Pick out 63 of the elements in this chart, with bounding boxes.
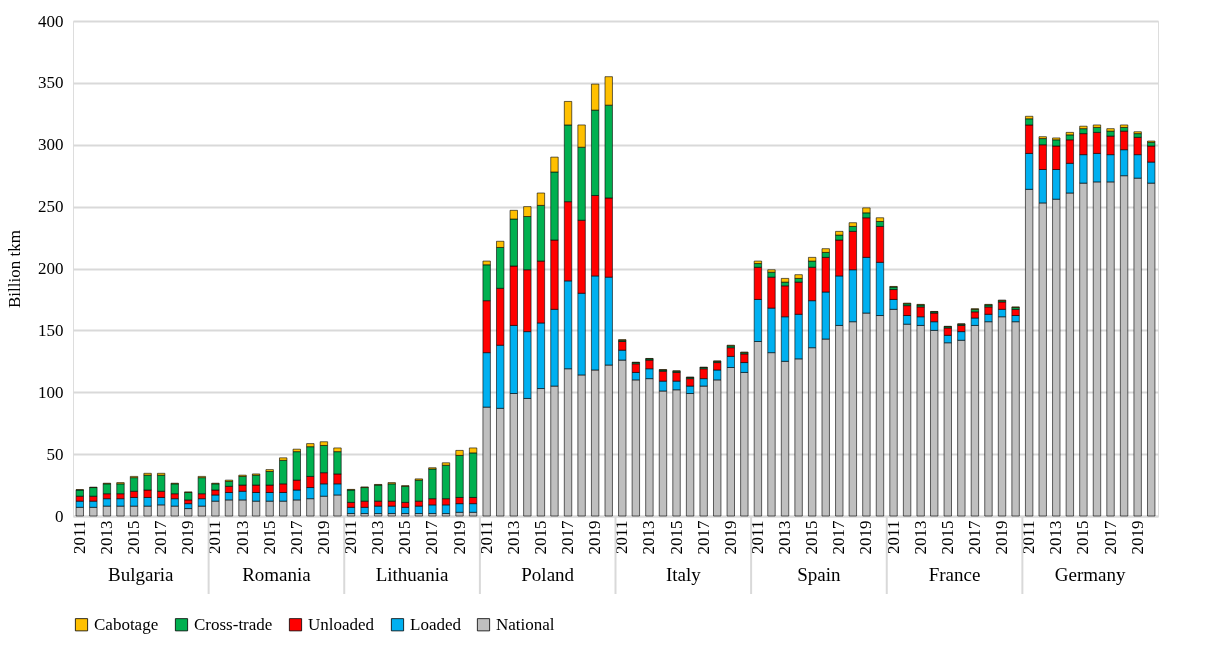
x-tick-label: 2011 <box>205 520 225 554</box>
y-axis-title: Billion tkm <box>5 230 24 308</box>
x-tick-label: 2013 <box>1046 520 1066 555</box>
x-tick-label: 2011 <box>747 520 767 554</box>
y-tick-label: 150 <box>38 320 64 340</box>
x-tick-label: 2019 <box>313 520 333 555</box>
x-tick-label: 2015 <box>124 520 144 555</box>
x-tick-label: 2011 <box>476 520 496 554</box>
x-tick-label: 2013 <box>910 520 930 555</box>
x-tick-label: 2013 <box>775 520 795 555</box>
text: Romania <box>242 564 312 585</box>
x-tick-label: 2017 <box>693 520 713 555</box>
text: Poland <box>521 564 575 585</box>
x-tick-label: 2017 <box>964 520 984 555</box>
text: Spain <box>797 564 842 585</box>
x-tick-label: 2019 <box>992 520 1012 555</box>
x-tick-label: 2015 <box>802 520 822 555</box>
y-tick-label: 250 <box>38 197 64 217</box>
x-tick-label: 2017 <box>558 520 578 555</box>
x-tick-label: 2011 <box>883 520 903 554</box>
x-tick-label: 2015 <box>666 520 686 555</box>
x-tick-label: 2019 <box>178 520 198 555</box>
x-tick-label: 2017 <box>151 520 171 555</box>
y-tick-label: 100 <box>38 382 64 402</box>
text: Germany <box>1054 564 1127 585</box>
y-tick-label: 300 <box>38 135 64 155</box>
x-tick-label: 2015 <box>395 520 415 555</box>
x-tick-label: 2011 <box>612 520 632 554</box>
x-tick-label: 2013 <box>639 520 659 555</box>
x-tick-label: 2013 <box>368 520 388 555</box>
y-tick-label: 200 <box>38 259 64 278</box>
x-tick-label: 2011 <box>1019 520 1039 554</box>
x-tick-label: 2019 <box>720 520 740 555</box>
y-tick-label: 350 <box>38 73 64 93</box>
y-tick-label: 0 <box>55 506 64 526</box>
x-tick-label: 2017 <box>422 520 442 555</box>
x-tick-label: 2013 <box>96 520 116 555</box>
legend-label: Loaded <box>410 614 462 634</box>
text: Italy <box>665 564 702 585</box>
x-tick-label: 2019 <box>585 520 605 555</box>
text: Lithuania <box>375 564 450 585</box>
x-tick-label: 2015 <box>1073 520 1093 555</box>
y-tick-label: 50 <box>46 444 64 464</box>
legend-label: National <box>496 614 555 634</box>
x-tick-label: 2019 <box>1127 520 1147 555</box>
x-tick-label: 2013 <box>232 520 252 555</box>
text: Bulgaria <box>108 564 175 585</box>
x-tick-label: 2015 <box>259 520 279 555</box>
legend-label: Unloaded <box>308 614 375 634</box>
x-tick-label: 2017 <box>829 520 849 555</box>
x-tick-label: 2015 <box>530 520 550 555</box>
y-tick-label: 400 <box>38 11 64 31</box>
x-tick-label: 2015 <box>937 520 957 555</box>
legend-label: Cabotage <box>94 614 159 634</box>
x-tick-label: 2019 <box>449 520 469 555</box>
x-tick-label: 2011 <box>69 520 89 554</box>
x-tick-label: 2013 <box>503 520 523 555</box>
x-tick-label: 2019 <box>856 520 876 555</box>
legend-label: Cross-trade <box>194 614 273 634</box>
x-tick-label: 2017 <box>286 520 306 555</box>
x-tick-label: 2011 <box>341 520 361 554</box>
text: France <box>928 564 981 585</box>
x-tick-label: 2017 <box>1100 520 1120 555</box>
